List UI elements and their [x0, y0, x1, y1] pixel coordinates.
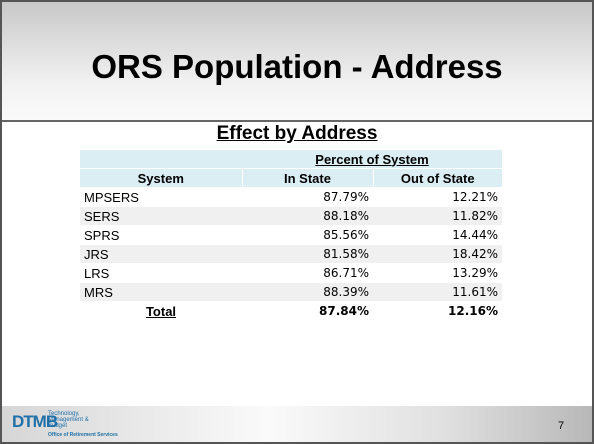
table-cell: 12.21%	[373, 187, 502, 207]
group-header: Percent of System	[242, 150, 502, 169]
logo-text: Technology, Management & Budget	[48, 411, 89, 429]
table-body: MPSERS 87.79% 12.21% SERS 88.18% 11.82% SPRS 85…	[80, 187, 502, 302]
row-label: SERS	[80, 206, 242, 226]
column-header: System	[80, 168, 243, 188]
table-cell: 81.58%	[242, 244, 373, 264]
total-row: Total 87.84% 12.16%	[80, 301, 502, 321]
table-cell: 87.79%	[242, 187, 373, 207]
column-header: In State	[242, 168, 374, 188]
table-row: MRS 88.39% 11.61%	[80, 282, 502, 302]
row-label: JRS	[80, 244, 242, 264]
column-header: Out of State	[373, 168, 502, 188]
table-cell: 85.56%	[242, 225, 373, 245]
table-cell: 13.29%	[373, 263, 502, 283]
slide-title: ORS Population - Address	[91, 48, 503, 85]
office-name: Office of Retirement Services	[48, 432, 118, 438]
table-row: SPRS 85.56% 14.44%	[80, 225, 502, 245]
data-table: Percent of System System In State Out of…	[80, 150, 502, 321]
table-row: MPSERS 87.79% 12.21%	[80, 187, 502, 207]
table-row: SERS 88.18% 11.82%	[80, 206, 502, 226]
table-cell: 18.42%	[373, 244, 502, 264]
blank-cell	[80, 150, 242, 169]
row-label: MPSERS	[80, 187, 242, 207]
row-label: SPRS	[80, 225, 242, 245]
table-cell: 86.71%	[242, 263, 373, 283]
table-row: JRS 81.58% 18.42%	[80, 244, 502, 264]
total-label: Total	[80, 301, 242, 321]
footer: DTMB Technology, Management & Budget Offic…	[2, 406, 592, 442]
page-number: 7	[558, 420, 565, 432]
logo-line: Budget	[48, 423, 68, 429]
subtitle: Effect by Address	[216, 123, 378, 144]
logo-line: Technology,	[48, 411, 80, 417]
logo-line: Management &	[48, 417, 89, 423]
total-cell: 87.84%	[242, 301, 373, 321]
table-cell: 11.82%	[373, 206, 502, 226]
logo: DTMB	[12, 412, 58, 431]
table-cell: 14.44%	[373, 225, 502, 245]
title-band	[2, 2, 592, 122]
table-cell: 88.18%	[242, 206, 373, 226]
table-cell: 11.61%	[373, 282, 502, 302]
table-cell: 88.39%	[242, 282, 373, 302]
column-header-row: System In State Out of State	[80, 168, 502, 188]
table-row: LRS 86.71% 13.29%	[80, 263, 502, 283]
row-label: MRS	[80, 282, 242, 302]
group-header-row: Percent of System	[80, 150, 502, 169]
total-cell: 12.16%	[373, 301, 502, 321]
row-label: LRS	[80, 263, 242, 283]
